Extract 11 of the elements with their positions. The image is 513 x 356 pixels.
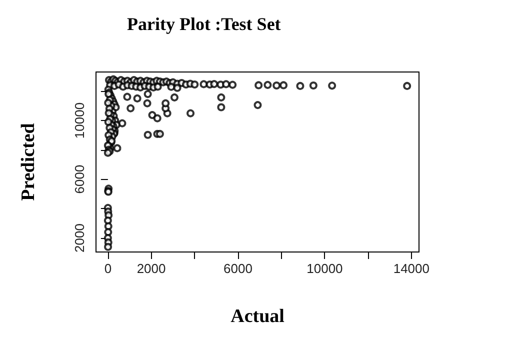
chart-title: Parity Plot :Test Set (127, 14, 281, 34)
x-tick-label: 14000 (393, 261, 430, 276)
y-tick-label: 2000 (72, 224, 87, 252)
y-tick-label: 10000 (72, 102, 87, 139)
x-tick-label: 0 (104, 261, 112, 276)
x-tick-label: 10000 (306, 261, 343, 276)
y-axis-title: Predicted (18, 122, 39, 201)
y-tick-label: 6000 (72, 164, 87, 194)
x-tick-label: 6000 (224, 261, 252, 276)
x-tick-label: 2000 (136, 261, 166, 276)
x-axis-title: Actual (230, 306, 284, 327)
